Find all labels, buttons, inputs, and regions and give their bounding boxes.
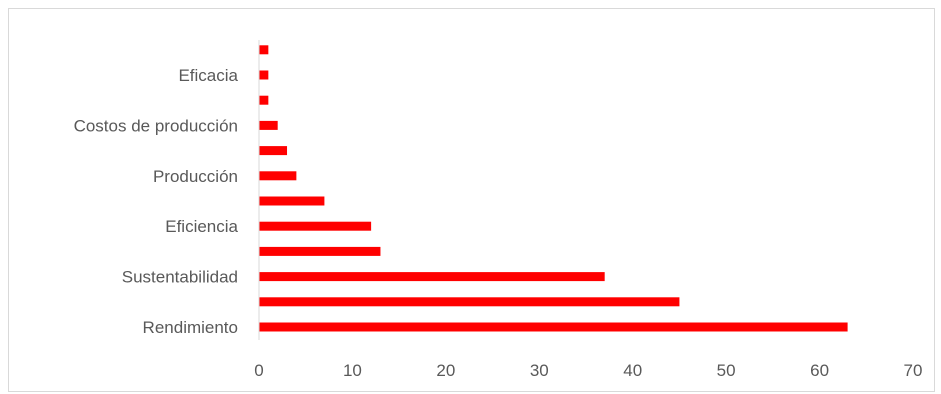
bar-0 bbox=[259, 322, 848, 332]
x-tick-label: 0 bbox=[254, 361, 263, 380]
x-tick-label: 10 bbox=[343, 361, 362, 380]
category-label: Sustentabilidad bbox=[122, 268, 238, 287]
x-tick-label: 50 bbox=[717, 361, 736, 380]
bar-11 bbox=[259, 45, 269, 55]
category-label: Costos de producción bbox=[74, 116, 238, 135]
bar-5 bbox=[259, 196, 325, 206]
category-labels: Rendimiento Sustentabilidad Eficiencia Prod… bbox=[74, 66, 239, 337]
bar-7 bbox=[259, 146, 288, 156]
x-tick-label: 30 bbox=[530, 361, 549, 380]
bar-4 bbox=[259, 221, 372, 231]
x-tick-label: 60 bbox=[810, 361, 829, 380]
bar-1 bbox=[259, 297, 680, 307]
bar-2 bbox=[259, 272, 605, 282]
x-tick-label: 20 bbox=[436, 361, 455, 380]
bar-9 bbox=[259, 95, 269, 105]
category-label: Rendimiento bbox=[143, 318, 238, 337]
bars-group bbox=[259, 45, 848, 332]
x-tick-label: 70 bbox=[904, 361, 923, 380]
category-label: Eficacia bbox=[178, 66, 238, 85]
category-label: Producción bbox=[153, 167, 238, 186]
tick-labels: 0 10 20 30 40 50 60 70 bbox=[254, 361, 922, 380]
bar-6 bbox=[259, 171, 297, 181]
bar-10 bbox=[259, 70, 269, 80]
bar-8 bbox=[259, 120, 278, 130]
x-tick-label: 40 bbox=[623, 361, 642, 380]
bar-3 bbox=[259, 246, 381, 256]
category-label: Eficiencia bbox=[165, 217, 238, 236]
